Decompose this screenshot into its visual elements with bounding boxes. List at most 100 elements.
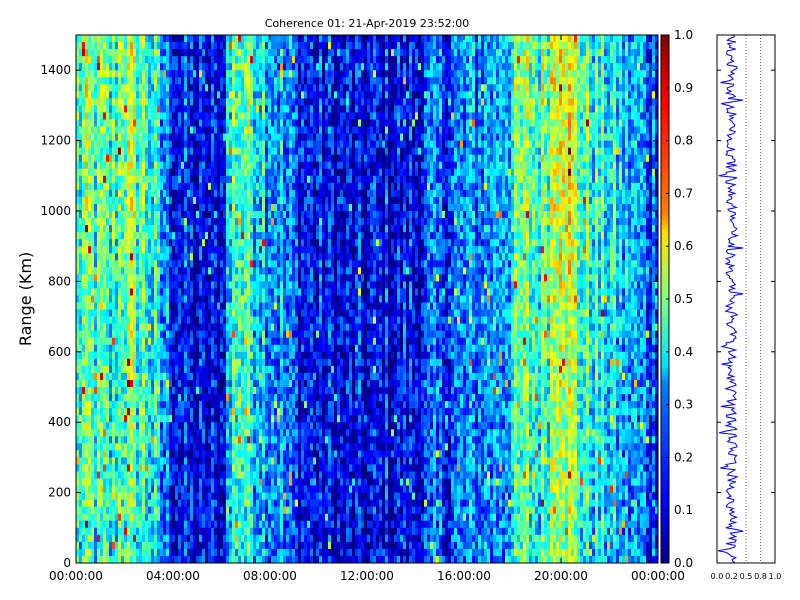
heatmap-cell (169, 274, 173, 282)
heatmap-cell (274, 246, 278, 254)
heatmap-cell (184, 182, 188, 191)
heatmap-cell (94, 161, 98, 170)
heatmap-cell (217, 288, 221, 296)
heatmap-cell (229, 422, 233, 430)
heatmap-cell (127, 323, 131, 332)
heatmap-cell (271, 140, 275, 149)
heatmap-cell (112, 91, 116, 99)
heatmap-cell (262, 344, 266, 353)
heatmap-cell (196, 35, 200, 43)
heatmap-cell (181, 84, 185, 92)
heatmap-cell (76, 457, 80, 465)
heatmap-cell (151, 98, 155, 106)
heatmap-cell (229, 49, 233, 57)
heatmap-cell (175, 161, 179, 170)
heatmap-cell (268, 358, 272, 367)
heatmap-cell (265, 133, 269, 141)
heatmap-cell (208, 147, 212, 156)
heatmap-cell (265, 281, 269, 289)
heatmap-cell (259, 365, 263, 374)
heatmap-cell (85, 450, 89, 458)
heatmap-cell (196, 394, 200, 402)
heatmap-cell (136, 401, 140, 409)
heatmap-cell (187, 534, 191, 543)
heatmap-cell (121, 147, 125, 156)
heatmap-cell (196, 534, 200, 543)
heatmap-cell (160, 281, 164, 289)
heatmap-cell (97, 84, 101, 92)
heatmap-cell (202, 105, 206, 113)
heatmap-cell (184, 443, 188, 451)
heatmap-cell (115, 260, 119, 268)
heatmap-cell (163, 154, 167, 163)
heatmap-cell (217, 401, 221, 409)
heatmap-cell (232, 372, 236, 381)
heatmap-cell (178, 56, 182, 64)
heatmap-cell (253, 274, 257, 282)
heatmap-cell (88, 133, 92, 141)
heatmap-cell (193, 211, 197, 219)
heatmap-cell (265, 471, 269, 479)
heatmap-cell (193, 429, 197, 437)
heatmap-cell (250, 140, 254, 149)
heatmap-cell (196, 232, 200, 240)
heatmap-cell (124, 478, 128, 486)
heatmap-cell (262, 288, 266, 296)
heatmap-cell (82, 182, 86, 191)
heatmap-cell (193, 105, 197, 113)
heatmap-cell (148, 401, 152, 409)
heatmap-cell (256, 548, 260, 557)
heatmap-cell (217, 42, 221, 50)
heatmap-cell (178, 302, 182, 310)
heatmap-cell (154, 379, 158, 388)
heatmap-cell (112, 203, 116, 212)
heatmap-cell (100, 358, 104, 367)
heatmap-cell (271, 218, 275, 226)
heatmap-cell (103, 105, 107, 113)
heatmap-cell (250, 203, 254, 212)
heatmap-cell (151, 323, 155, 332)
heatmap-cell (211, 232, 215, 240)
heatmap-cell (97, 260, 101, 268)
heatmap-cell (256, 126, 260, 134)
heatmap-cell (253, 555, 257, 564)
heatmap-cell (214, 168, 218, 177)
heatmap-cell (100, 372, 104, 381)
heatmap-cell (241, 492, 245, 501)
heatmap-cell (142, 330, 146, 339)
heatmap-cell (163, 309, 167, 317)
heatmap-cell (265, 49, 269, 57)
heatmap-cell (76, 541, 80, 550)
heatmap-cell (226, 323, 230, 332)
heatmap-cell (214, 84, 218, 92)
heatmap-cell (166, 239, 170, 247)
heatmap-cell (175, 506, 179, 515)
heatmap-cell (103, 499, 107, 508)
heatmap-cell (85, 42, 89, 50)
heatmap-cell (205, 506, 209, 515)
heatmap-cell (250, 415, 254, 423)
heatmap-cell (157, 161, 161, 170)
heatmap-cell (199, 203, 203, 212)
heatmap-cell (85, 316, 89, 325)
heatmap-cell (187, 464, 191, 472)
heatmap-cell (166, 253, 170, 261)
heatmap-cell (187, 196, 191, 205)
heatmap-cell (262, 119, 266, 127)
heatmap-cell (223, 98, 227, 106)
heatmap-cell (214, 196, 218, 205)
heatmap-cell (172, 175, 176, 184)
heatmap-cell (232, 161, 236, 170)
heatmap-cell (145, 84, 149, 92)
heatmap-cell (88, 239, 92, 247)
heatmap-cell (253, 196, 257, 205)
heatmap-cell (121, 63, 125, 71)
heatmap-cell (223, 464, 227, 472)
heatmap-cell (223, 168, 227, 177)
heatmap-cell (214, 218, 218, 226)
heatmap-cell (226, 555, 230, 564)
heatmap-cell (130, 70, 134, 78)
heatmap-cell (184, 63, 188, 71)
heatmap-cell (274, 161, 278, 170)
heatmap-cell (262, 112, 266, 120)
